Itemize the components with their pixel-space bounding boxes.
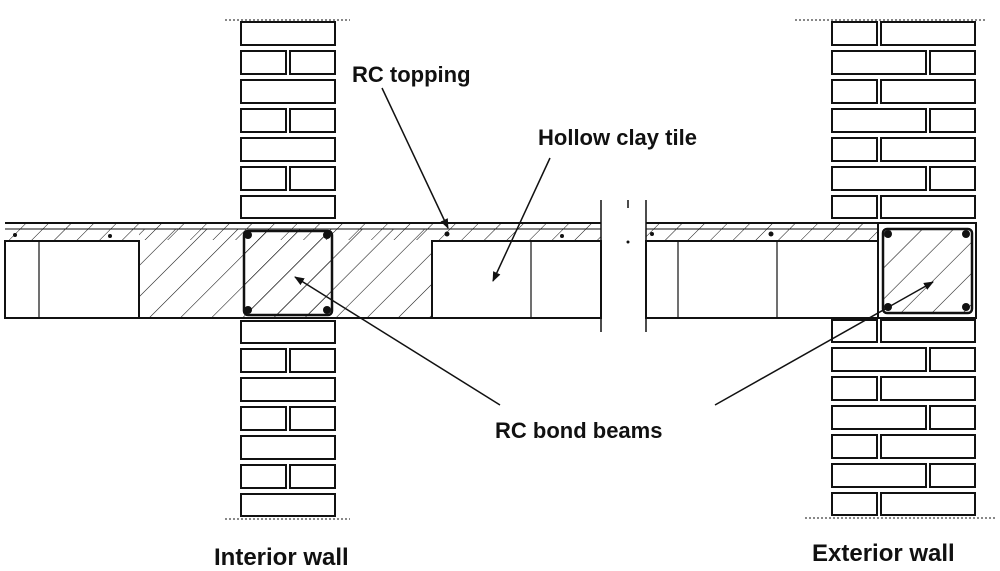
hollow-clay-tile xyxy=(4,240,140,319)
hollow-clay-tile-leader xyxy=(492,157,551,282)
rc-topping-leader xyxy=(381,87,449,229)
label-hollow-clay-tile: Hollow clay tile xyxy=(538,125,697,150)
label-interior-wall: Interior wall xyxy=(214,544,349,571)
hollow-clay-tile xyxy=(431,240,602,319)
label-exterior-wall: Exterior wall xyxy=(812,540,955,567)
hollow-clay-tile xyxy=(645,240,879,319)
leader-lines xyxy=(294,87,934,406)
rc-bond-beam-exterior xyxy=(881,227,974,315)
bond-beam-interior-leader xyxy=(294,276,501,406)
rebar-dots xyxy=(650,230,970,311)
bond-beam-exterior-leader xyxy=(714,281,934,406)
exterior-wall-lower xyxy=(805,319,995,519)
label-rc-bond-beams: RC bond beams xyxy=(495,418,662,443)
label-rc-topping: RC topping xyxy=(352,62,471,87)
left-slab xyxy=(4,200,602,332)
interior-wall-upper xyxy=(225,19,350,219)
rc-bond-beam-interior xyxy=(242,229,334,317)
rebar-dots xyxy=(13,231,564,314)
exterior-wall-upper xyxy=(795,19,985,219)
right-slab xyxy=(645,200,977,332)
interior-wall-lower xyxy=(225,320,350,520)
